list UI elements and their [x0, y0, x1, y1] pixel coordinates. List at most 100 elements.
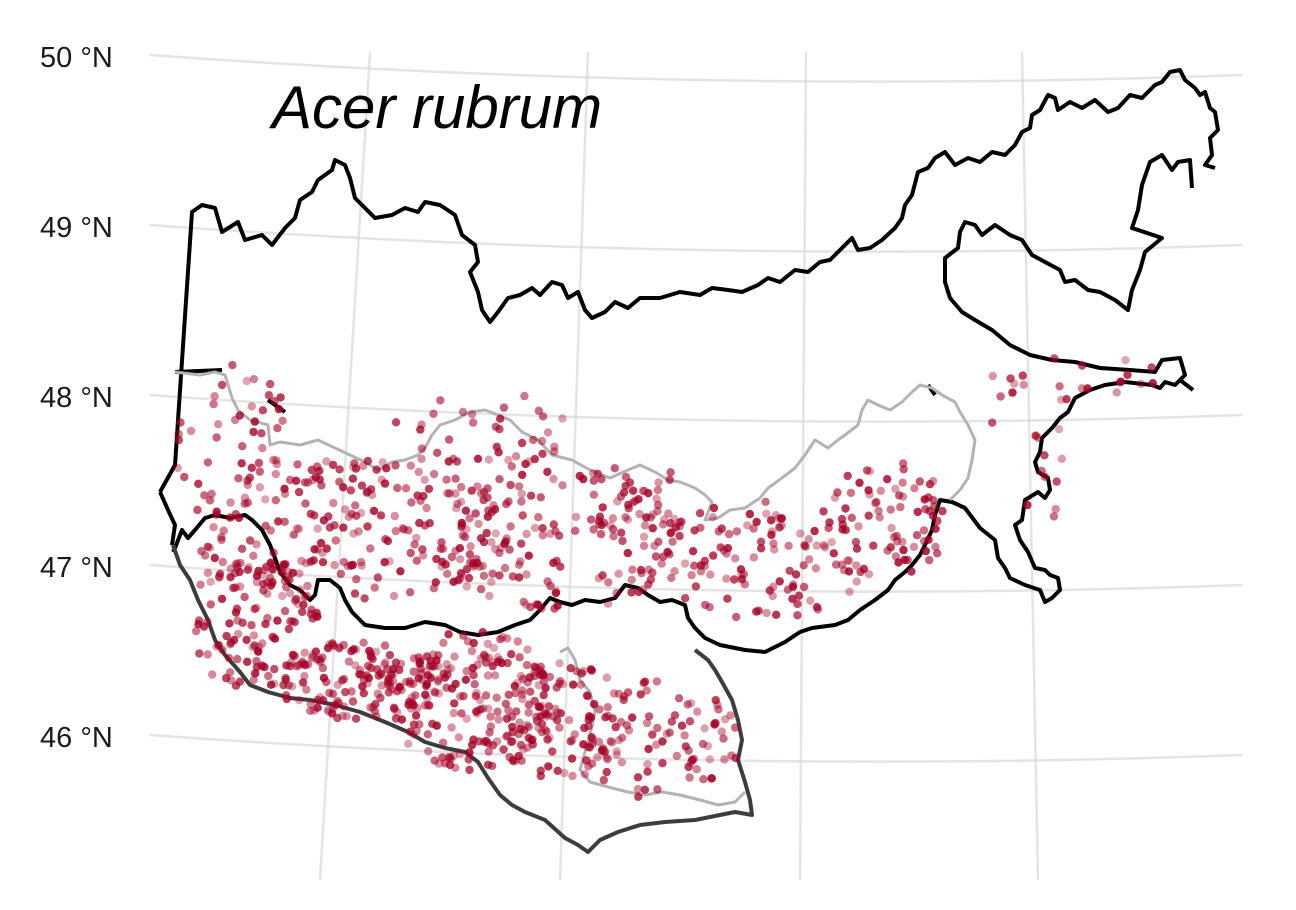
- occurrence-point: [654, 537, 663, 546]
- occurrence-point: [892, 537, 902, 546]
- occurrence-point: [1050, 354, 1059, 363]
- occurrence-point: [845, 587, 854, 596]
- occurrence-point: [236, 582, 245, 591]
- occurrence-point: [593, 469, 602, 478]
- occurrence-point: [516, 557, 525, 566]
- occurrence-point: [255, 483, 264, 492]
- occurrence-point: [396, 567, 405, 576]
- occurrence-point: [589, 476, 598, 485]
- occurrence-point: [347, 561, 356, 570]
- occurrence-point: [203, 458, 213, 467]
- occurrence-point: [473, 454, 483, 463]
- occurrence-point: [514, 560, 524, 569]
- occurrence-point: [339, 640, 348, 650]
- occurrence-point: [369, 506, 379, 516]
- occurrence-point: [1112, 388, 1121, 397]
- occurrence-point: [523, 645, 532, 654]
- occurrence-point: [209, 399, 218, 409]
- occurrence-point: [820, 543, 830, 552]
- longitude-line-4: [1020, 51, 1040, 881]
- occurrence-point: [623, 688, 633, 697]
- occurrence-point: [988, 418, 997, 427]
- occurrence-point: [454, 733, 464, 742]
- occurrence-point: [206, 496, 215, 505]
- occurrence-point: [252, 577, 262, 587]
- occurrence-point: [366, 544, 375, 553]
- occurrence-point: [558, 481, 567, 490]
- occurrence-point: [245, 536, 255, 545]
- occurrence-point: [582, 691, 592, 700]
- occurrence-point: [707, 774, 716, 783]
- latitude-line-48: [149, 393, 1243, 423]
- occurrence-point: [767, 530, 776, 540]
- occurrence-point: [485, 591, 494, 601]
- occurrence-point: [513, 637, 522, 646]
- occurrence-point: [683, 700, 692, 709]
- occurrence-point: [693, 707, 702, 716]
- occurrence-point: [864, 570, 874, 579]
- occurrence-point: [234, 474, 243, 483]
- occurrence-point: [783, 585, 793, 594]
- occurrence-point: [465, 748, 474, 757]
- occurrence-point: [761, 497, 770, 506]
- occurrence-point: [522, 570, 531, 579]
- occurrence-point: [698, 739, 708, 749]
- occurrence-point: [378, 458, 387, 467]
- occurrence-point: [899, 545, 908, 555]
- occurrence-point: [354, 527, 363, 536]
- occurrence-point: [425, 519, 434, 528]
- occurrence-point: [301, 499, 310, 508]
- occurrence-point: [302, 685, 311, 694]
- occurrence-point: [483, 760, 493, 769]
- occurrence-point: [556, 709, 565, 718]
- occurrence-point: [277, 568, 287, 577]
- occurrence-point: [410, 540, 419, 549]
- occurrence-point: [380, 558, 389, 567]
- occurrence-point: [628, 565, 637, 574]
- occurrence-point: [282, 694, 291, 704]
- occurrence-point: [847, 513, 856, 522]
- occurrence-point: [438, 738, 448, 747]
- occurrence-point: [406, 548, 415, 558]
- occurrence-point: [268, 578, 277, 587]
- occurrence-point: [438, 753, 447, 762]
- occurrence-point: [357, 481, 367, 490]
- occurrence-point: [623, 548, 632, 558]
- occurrence-point: [690, 561, 699, 570]
- occurrence-point: [458, 407, 468, 417]
- occurrence-point: [322, 544, 331, 553]
- occurrence-point: [355, 665, 365, 675]
- occurrence-point: [625, 478, 635, 487]
- occurrence-point: [278, 591, 287, 601]
- occurrence-point: [313, 524, 322, 533]
- occurrence-point: [492, 693, 501, 702]
- occurrence-point: [457, 522, 466, 532]
- occurrence-point: [538, 531, 547, 540]
- occurrence-point: [173, 463, 182, 473]
- occurrence-point: [300, 478, 310, 487]
- occurrence-point: [522, 660, 532, 670]
- occurrence-point: [508, 737, 517, 746]
- occurrence-point: [654, 500, 663, 510]
- occurrence-point: [872, 497, 881, 507]
- occurrence-point: [609, 532, 618, 541]
- occurrence-point: [339, 702, 349, 711]
- occurrence-point: [306, 706, 315, 715]
- occurrence-point: [691, 582, 701, 591]
- occurrence-point: [534, 723, 543, 733]
- occurrence-point: [793, 611, 802, 620]
- occurrence-point: [417, 675, 426, 685]
- occurrence-point: [465, 765, 474, 775]
- occurrence-point: [447, 723, 456, 732]
- occurrence-point: [604, 578, 613, 587]
- occurrence-point: [301, 660, 310, 670]
- lat-label-47: 47 °N: [40, 552, 113, 584]
- occurrence-point: [363, 487, 372, 496]
- occurrence-point: [633, 773, 643, 782]
- occurrence-point: [603, 754, 612, 764]
- occurrence-point: [406, 727, 415, 736]
- occurrence-point: [230, 415, 240, 425]
- occurrence-point: [264, 391, 274, 400]
- occurrence-point: [206, 577, 215, 586]
- occurrence-point: [624, 500, 633, 509]
